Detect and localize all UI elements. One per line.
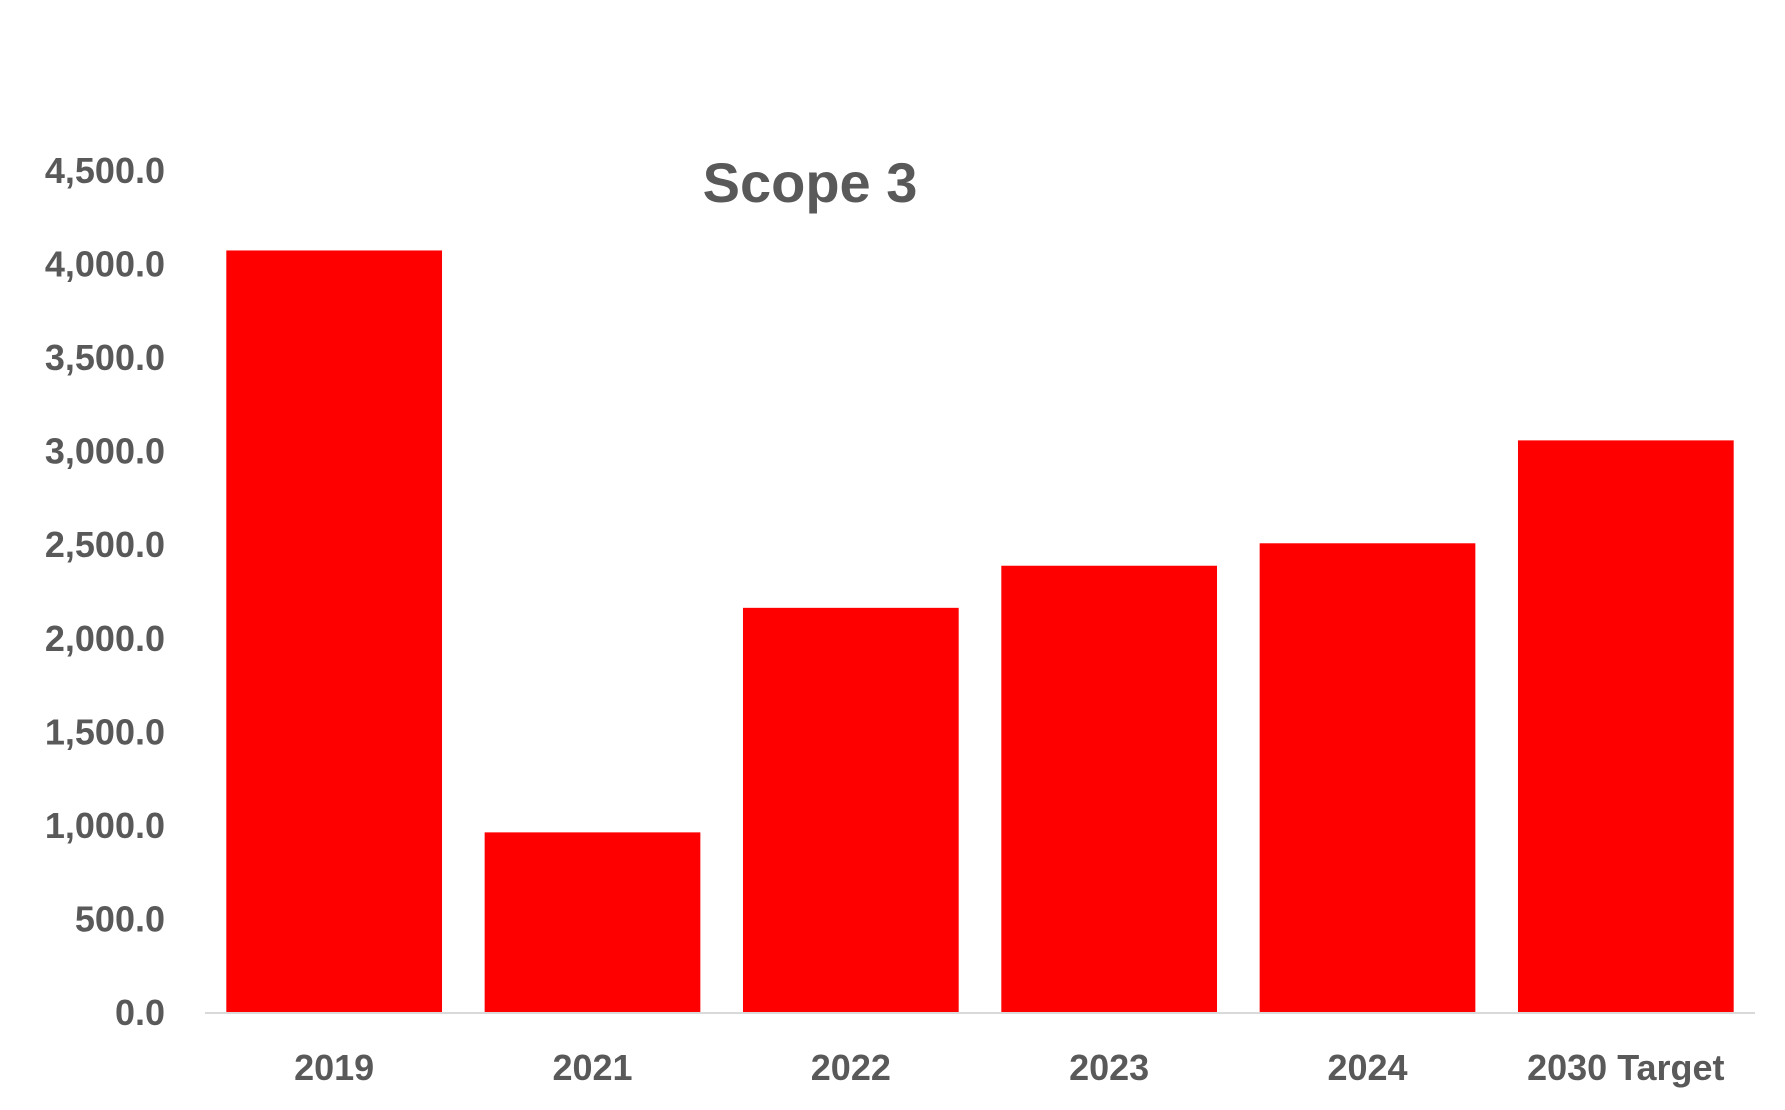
- y-tick-label: 3,500.0: [45, 337, 165, 378]
- y-tick-label: 1,500.0: [45, 711, 165, 752]
- x-tick-label: 2030 Target: [1527, 1047, 1724, 1088]
- y-tick-label: 3,000.0: [45, 431, 165, 472]
- bar-2021: [484, 832, 701, 1012]
- x-tick-label: 2023: [1069, 1047, 1149, 1088]
- y-tick-label: 4,500.0: [45, 150, 165, 191]
- chart-title: Scope 3: [703, 151, 918, 214]
- bar-2023: [1001, 565, 1218, 1012]
- y-tick-label: 500.0: [75, 898, 165, 939]
- y-tick-label: 1,000.0: [45, 805, 165, 846]
- bar-2024: [1259, 543, 1476, 1012]
- bars: [226, 250, 1734, 1013]
- y-tick-label: 4,000.0: [45, 244, 165, 285]
- y-tick-label: 2,500.0: [45, 524, 165, 565]
- x-axis-tick-labels: 2019 2021 2022 2023 2024 2030 Target: [294, 1047, 1724, 1088]
- x-tick-label: 2021: [552, 1047, 632, 1088]
- x-tick-label: 2022: [811, 1047, 891, 1088]
- bar-2030-target: [1517, 440, 1734, 1012]
- y-axis-tick-labels: 0.0 500.0 1,000.0 1,500.0 2,000.0 2,500.0 3,00…: [45, 150, 165, 1033]
- x-tick-label: 2024: [1327, 1047, 1407, 1088]
- y-tick-label: 2,000.0: [45, 618, 165, 659]
- y-tick-label: 0.0: [115, 992, 165, 1033]
- x-tick-label: 2019: [294, 1047, 374, 1088]
- bar-2022: [742, 607, 959, 1012]
- bar-2019: [226, 250, 443, 1013]
